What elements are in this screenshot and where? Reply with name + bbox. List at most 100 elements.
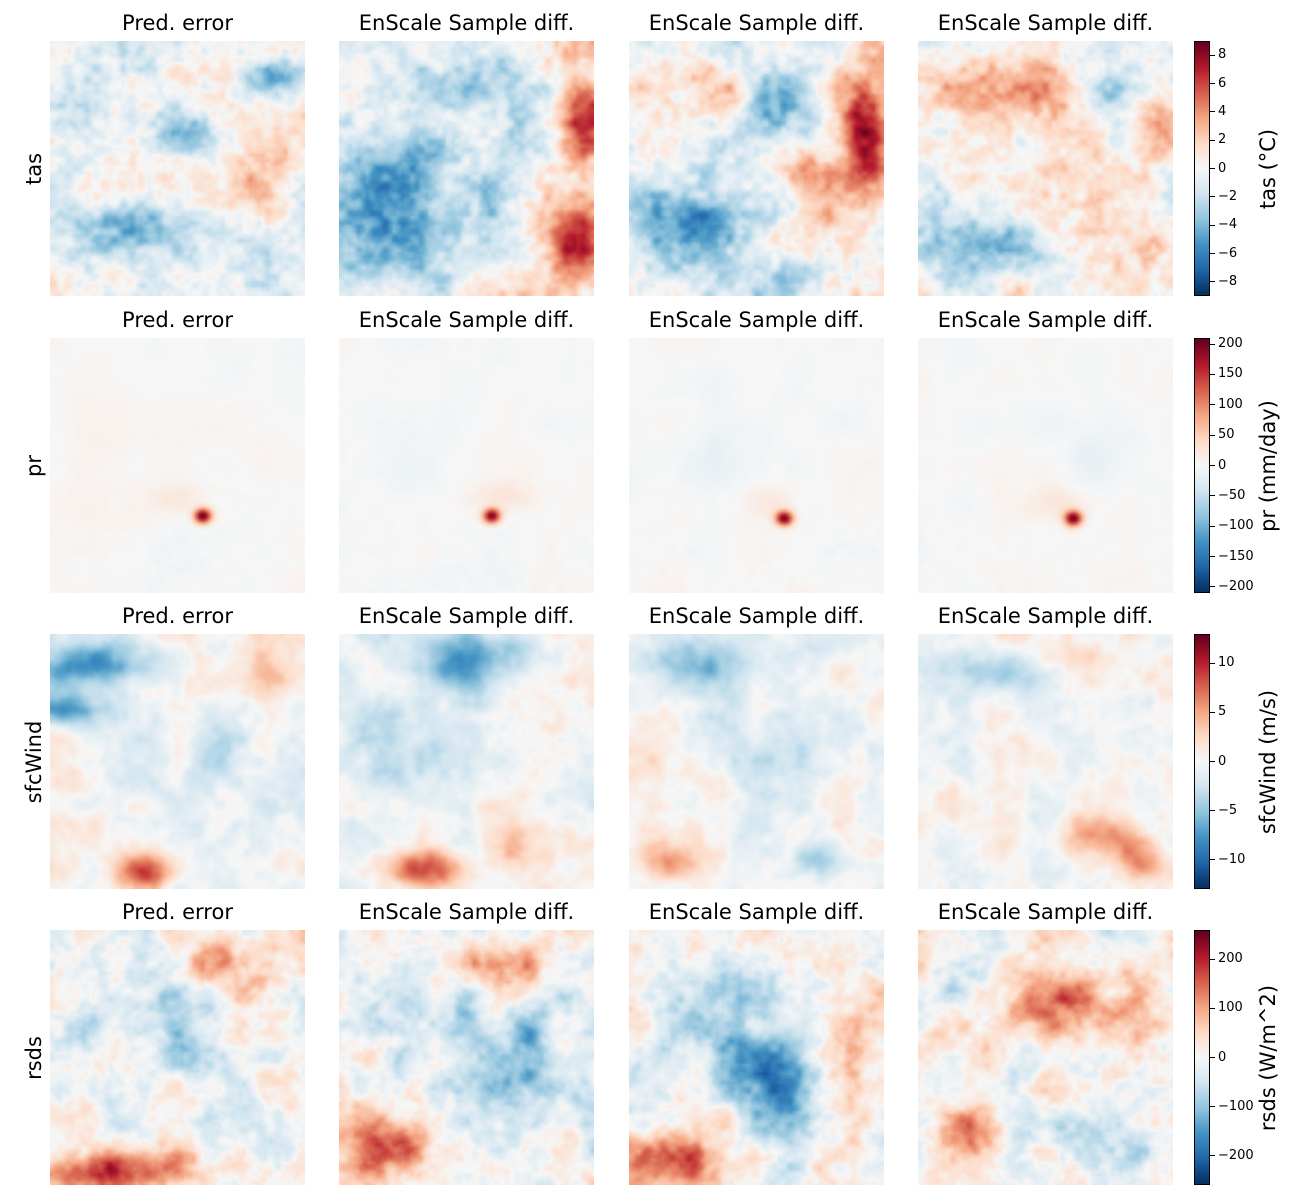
colorbar-tick-label: 8 <box>1218 47 1227 63</box>
colorbar-tick-label: −200 <box>1218 1147 1254 1163</box>
colorbar-tick-label: −2 <box>1218 188 1238 204</box>
colorbar-tick-label: −100 <box>1218 1098 1254 1114</box>
colorbar-tick <box>1210 859 1215 861</box>
heatmap-panel-pr-3 <box>629 338 884 593</box>
colorbar-tick <box>1210 465 1215 466</box>
colorbar-rsds <box>1194 930 1210 1185</box>
colorbar-tick <box>1210 1057 1215 1058</box>
colorbar-tick-label: 0 <box>1218 753 1227 769</box>
panel-title: EnScale Sample diff. <box>358 11 575 35</box>
colorbar-tick-label: 2 <box>1218 132 1227 148</box>
row-label-pr: pr <box>22 454 46 477</box>
row-label-tas: tas <box>22 152 46 185</box>
heatmap-panel-tas-2 <box>339 41 594 296</box>
panel-title: EnScale Sample diff. <box>648 11 865 35</box>
colorbar-tick-label: −4 <box>1218 217 1238 233</box>
panel-title: Pred. error <box>122 11 233 35</box>
colorbar-tick <box>1210 525 1215 527</box>
colorbar-tick-label: −6 <box>1218 245 1238 261</box>
panel-title: EnScale Sample diff. <box>648 604 865 628</box>
heatmap-panel-pr-2 <box>339 338 594 593</box>
panel-title: EnScale Sample diff. <box>937 11 1154 35</box>
colorbar-pr <box>1194 338 1210 593</box>
panel-title: EnScale Sample diff. <box>648 308 865 332</box>
heatmap-panel-sfcWind-4 <box>918 634 1173 889</box>
colorbar-tick-label: 200 <box>1218 336 1243 352</box>
heatmap-panel-rsds-4 <box>918 930 1173 1185</box>
colorbar-tick <box>1210 586 1215 588</box>
colorbar-tick <box>1210 761 1215 762</box>
row-label-rsds: rsds <box>22 1035 46 1080</box>
colorbar-tick-label: 200 <box>1218 951 1243 967</box>
colorbar-tick-label: −10 <box>1218 851 1246 867</box>
colorbar-tick-label: −5 <box>1218 802 1238 818</box>
colorbar-tick-label: 100 <box>1218 396 1243 412</box>
colorbar-tick <box>1210 556 1215 558</box>
colorbar-tick-label: 0 <box>1218 457 1227 473</box>
colorbar-tick-label: −150 <box>1218 548 1254 564</box>
colorbar-tick <box>1210 958 1215 960</box>
colorbar-tick <box>1210 404 1215 406</box>
heatmap-panel-rsds-1 <box>50 930 305 1185</box>
colorbar-tick <box>1210 495 1215 497</box>
colorbar-tick <box>1210 253 1215 254</box>
heatmap-panel-rsds-3 <box>629 930 884 1185</box>
row-label-sfcWind: sfcWind <box>22 720 46 803</box>
colorbar-tick-label: 150 <box>1218 366 1243 382</box>
colorbar-tick <box>1210 343 1215 345</box>
colorbar-tick <box>1210 434 1215 436</box>
heatmap-panel-sfcWind-1 <box>50 634 305 889</box>
colorbar-tick <box>1210 83 1215 84</box>
heatmap-panel-tas-3 <box>629 41 884 296</box>
panel-title: EnScale Sample diff. <box>358 308 575 332</box>
heatmap-panel-sfcWind-2 <box>339 634 594 889</box>
panel-title: EnScale Sample diff. <box>358 604 575 628</box>
panel-title: EnScale Sample diff. <box>937 604 1154 628</box>
panel-title: EnScale Sample diff. <box>937 900 1154 924</box>
colorbar-sfcWind <box>1194 634 1210 889</box>
colorbar-tick <box>1210 1007 1215 1009</box>
panel-title: Pred. error <box>122 308 233 332</box>
panel-title: EnScale Sample diff. <box>358 900 575 924</box>
heatmap-panel-rsds-2 <box>339 930 594 1185</box>
colorbar-label-tas: tas (°C) <box>1256 128 1280 209</box>
colorbar-tick-label: 0 <box>1218 160 1227 176</box>
colorbar-tick-label: 4 <box>1218 103 1227 119</box>
colorbar-label-pr: pr (mm/day) <box>1256 399 1280 532</box>
colorbar-tick-label: 0 <box>1218 1049 1227 1065</box>
colorbar-label-rsds: rsds (W/m^2) <box>1256 984 1280 1131</box>
colorbar-tick-label: 100 <box>1218 1000 1243 1016</box>
colorbar-tick <box>1210 1155 1215 1157</box>
colorbar-label-sfcWind: sfcWind (m/s) <box>1256 689 1280 834</box>
colorbar-tick-label: 50 <box>1218 427 1235 443</box>
colorbar-tick <box>1210 662 1215 664</box>
colorbar-tick <box>1210 168 1215 169</box>
colorbar-tick <box>1210 810 1215 812</box>
panel-title: Pred. error <box>122 900 233 924</box>
colorbar-tick <box>1210 281 1215 283</box>
heatmap-panel-tas-4 <box>918 41 1173 296</box>
colorbar-tas <box>1194 41 1210 296</box>
colorbar-tick <box>1210 1106 1215 1108</box>
colorbar-tick-label: 10 <box>1218 655 1235 671</box>
colorbar-tick <box>1210 139 1215 141</box>
colorbar-tick <box>1210 111 1215 113</box>
colorbar-tick <box>1210 224 1215 226</box>
colorbar-tick-label: −8 <box>1218 273 1238 289</box>
panel-title: Pred. error <box>122 604 233 628</box>
colorbar-tick <box>1210 373 1215 375</box>
heatmap-panel-sfcWind-3 <box>629 634 884 889</box>
panel-title: EnScale Sample diff. <box>648 900 865 924</box>
colorbar-tick <box>1210 196 1215 198</box>
colorbar-tick <box>1210 711 1215 713</box>
colorbar-tick-label: −200 <box>1218 578 1254 594</box>
colorbar-tick-label: −100 <box>1218 518 1254 534</box>
colorbar-tick-label: 5 <box>1218 704 1227 720</box>
heatmap-panel-pr-1 <box>50 338 305 593</box>
heatmap-panel-pr-4 <box>918 338 1173 593</box>
colorbar-tick <box>1210 54 1215 56</box>
heatmap-panel-tas-1 <box>50 41 305 296</box>
colorbar-tick-label: −50 <box>1218 487 1246 503</box>
panel-title: EnScale Sample diff. <box>937 308 1154 332</box>
